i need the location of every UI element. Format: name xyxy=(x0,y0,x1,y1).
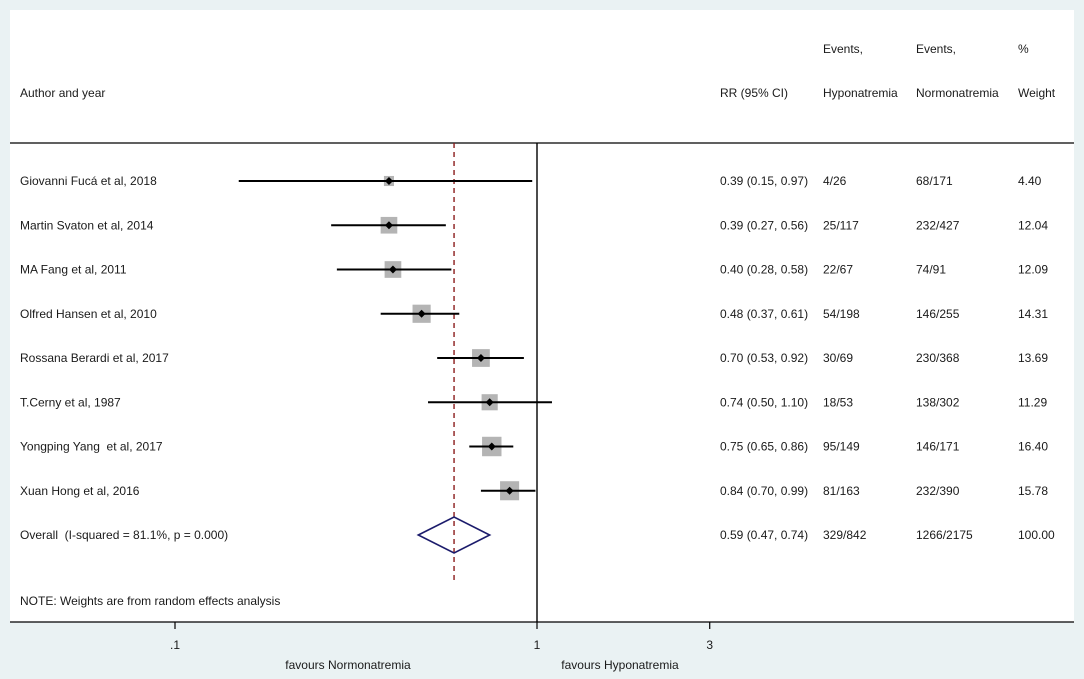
rr-ci-value: 0.39 (0.27, 0.56) xyxy=(720,218,808,232)
study-row-marks xyxy=(469,436,514,457)
study-label: Olfred Hansen et al, 2010 xyxy=(20,307,157,321)
weight-value: 16.40 xyxy=(1018,440,1048,454)
study-row: MA Fang et al, 2011 0.40 (0.28, 0.58) 22/6… xyxy=(20,263,1048,277)
study-label: Yongping Yang et al, 2017 xyxy=(20,440,163,454)
rr-ci-value: 0.39 (0.15, 0.97) xyxy=(720,174,808,188)
overall-diamond xyxy=(416,516,492,554)
weight-value: 13.69 xyxy=(1018,351,1048,365)
weight-value: 12.09 xyxy=(1018,263,1048,277)
column-header-events-hypo-line2: Hyponatremia xyxy=(823,86,898,100)
study-row: Yongping Yang et al, 2017 0.75 (0.65, 0.8… xyxy=(20,440,1048,454)
study-row-marks xyxy=(331,216,446,234)
study-row-marks xyxy=(380,304,460,323)
favours-right-label: favours Hyponatremia xyxy=(561,658,679,672)
overall-events-normo-value: 1266/2175 xyxy=(916,528,973,542)
events-hypo-value: 54/198 xyxy=(823,307,860,321)
weight-value: 4.40 xyxy=(1018,174,1042,188)
column-header-events-normo-line2: Normonatremia xyxy=(916,86,999,100)
study-label: Xuan Hong et al, 2016 xyxy=(20,484,140,498)
rr-ci-value: 0.70 (0.53, 0.92) xyxy=(720,351,808,365)
rr-ci-value: 0.84 (0.70, 0.99) xyxy=(720,484,808,498)
study-row: Olfred Hansen et al, 2010 0.48 (0.37, 0.6… xyxy=(20,307,1048,321)
weight-value: 11.29 xyxy=(1018,395,1047,409)
events-hypo-value: 95/149 xyxy=(823,440,860,454)
study-row-marks xyxy=(336,261,452,278)
weight-value: 12.04 xyxy=(1018,218,1048,232)
overall-rr-ci-value: 0.59 (0.47, 0.74) xyxy=(720,528,808,542)
table-header: Events, Events, % Author and year RR (95… xyxy=(20,42,1056,100)
events-normo-value: 146/255 xyxy=(916,307,960,321)
weight-value: 14.31 xyxy=(1018,307,1048,321)
overall-study-label: Overall (I-squared = 81.1%, p = 0.000) xyxy=(20,528,228,542)
column-header-events-normo-line1: Events, xyxy=(916,42,956,56)
study-row-marks xyxy=(428,394,552,411)
point-estimate-marker xyxy=(417,309,426,318)
rr-ci-value: 0.75 (0.65, 0.86) xyxy=(720,440,808,454)
study-row: Giovanni Fucá et al, 2018 0.39 (0.15, 0.9… xyxy=(20,174,1042,188)
events-normo-value: 146/171 xyxy=(916,440,960,454)
column-header-events-hypo-line1: Events, xyxy=(823,42,863,56)
study-label: T.Cerny et al, 1987 xyxy=(20,395,121,409)
plot-marks xyxy=(238,143,552,622)
x-tick-label: 3 xyxy=(706,638,713,652)
x-tick-label: .1 xyxy=(170,638,180,652)
study-row: Martin Svaton et al, 2014 0.39 (0.27, 0.5… xyxy=(20,218,1048,232)
table-rows: Giovanni Fucá et al, 2018 0.39 (0.15, 0.9… xyxy=(20,174,1055,542)
overall-weight-value: 100.00 xyxy=(1018,528,1055,542)
events-normo-value: 68/171 xyxy=(916,174,953,188)
point-estimate-marker xyxy=(487,442,496,451)
point-estimate-marker xyxy=(388,265,397,274)
favours-left-label: favours Normonatremia xyxy=(285,658,411,672)
events-hypo-value: 18/53 xyxy=(823,395,853,409)
point-estimate-marker xyxy=(485,398,494,407)
point-estimate-marker xyxy=(384,221,393,230)
events-normo-value: 232/427 xyxy=(916,218,960,232)
rr-ci-value: 0.48 (0.37, 0.61) xyxy=(720,307,808,321)
point-estimate-marker xyxy=(476,354,485,362)
plot-area xyxy=(10,10,1074,622)
events-hypo-value: 22/67 xyxy=(823,263,853,277)
events-normo-value: 232/390 xyxy=(916,484,960,498)
study-row: Xuan Hong et al, 2016 0.84 (0.70, 0.99) 81… xyxy=(20,484,1048,498)
study-row: T.Cerny et al, 1987 0.74 (0.50, 1.10) 18/5… xyxy=(20,395,1047,409)
study-row-marks xyxy=(437,349,524,367)
x-tick-label: 1 xyxy=(534,638,541,652)
study-label: Martin Svaton et al, 2014 xyxy=(20,218,154,232)
overall-events-hypo-value: 329/842 xyxy=(823,528,867,542)
events-hypo-value: 30/69 xyxy=(823,351,853,365)
overall-row: Overall (I-squared = 81.1%, p = 0.000) 0.… xyxy=(20,528,1055,542)
study-row: Rossana Berardi et al, 2017 0.70 (0.53, 0… xyxy=(20,351,1048,365)
study-label: Rossana Berardi et al, 2017 xyxy=(20,351,169,365)
study-label: Giovanni Fucá et al, 2018 xyxy=(20,174,157,188)
events-normo-value: 74/91 xyxy=(916,263,946,277)
study-label: MA Fang et al, 2011 xyxy=(20,263,127,277)
rr-ci-value: 0.40 (0.28, 0.58) xyxy=(720,263,808,277)
note-text: NOTE: Weights are from random effects an… xyxy=(20,594,280,608)
x-axis-ticks: .1 1 3 xyxy=(170,622,713,652)
column-header-weight-line2: Weight xyxy=(1018,86,1056,100)
study-row-marks xyxy=(480,481,536,501)
rr-ci-value: 0.74 (0.50, 1.10) xyxy=(720,395,808,409)
study-row-marks xyxy=(238,175,533,187)
weight-value: 15.78 xyxy=(1018,484,1048,498)
column-header-study: Author and year xyxy=(20,86,105,100)
point-estimate-marker xyxy=(384,177,393,185)
events-hypo-value: 4/26 xyxy=(823,174,847,188)
events-hypo-value: 81/163 xyxy=(823,484,860,498)
point-estimate-marker xyxy=(505,486,514,495)
events-normo-value: 138/302 xyxy=(916,395,960,409)
column-header-rr-ci: RR (95% CI) xyxy=(720,86,788,100)
events-hypo-value: 25/117 xyxy=(823,218,859,232)
column-header-weight-line1: % xyxy=(1018,42,1029,56)
events-normo-value: 230/368 xyxy=(916,351,960,365)
